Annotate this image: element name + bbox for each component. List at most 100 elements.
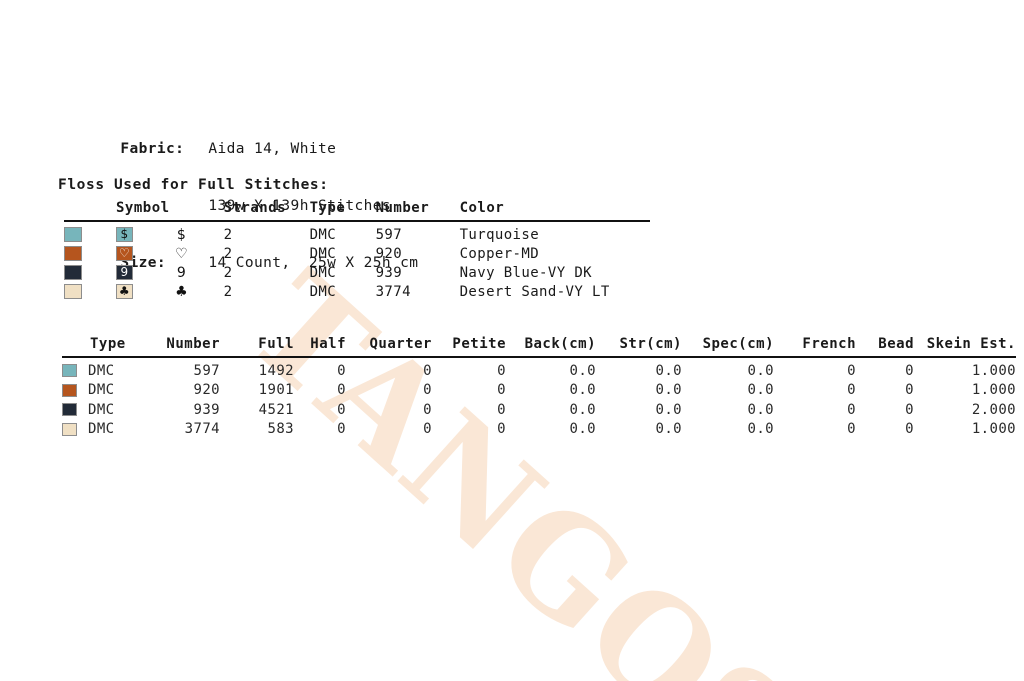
stitches-value: 139w X 139h Stitches xyxy=(208,198,391,214)
summary-col-bead: Bead xyxy=(878,335,914,352)
floss-symbol-cell: $ xyxy=(116,221,170,244)
floss-strands-value: 2 xyxy=(223,226,233,243)
color-swatch xyxy=(64,246,82,261)
summary-full-value: 1901 xyxy=(258,382,294,399)
nine-symbol-icon: 9 xyxy=(116,265,133,280)
floss-number-value: 3774 xyxy=(375,283,411,300)
summary-number-value: 3774 xyxy=(184,421,220,438)
summary-half-value: 0 xyxy=(337,421,346,438)
table-row: DMC 597 1492 0 0 0 0.0 0.0 0.0 0 0 1.000 xyxy=(62,357,1016,381)
summary-swatch-cell xyxy=(62,420,88,440)
summary-half-value: 0 xyxy=(337,362,346,379)
summary-back-value: 0.0 xyxy=(569,382,596,399)
summary-french-value: 0 xyxy=(847,421,856,438)
floss-col-strands: Strands xyxy=(223,200,287,216)
summary-petite-value: 0 xyxy=(497,401,506,418)
summary-col-number: Number xyxy=(166,335,220,352)
summary-type-value: DMC xyxy=(88,382,115,399)
summary-table-head: Type Number Full Half Quarter Petite Bac… xyxy=(62,333,1016,357)
table-row: DMC 939 4521 0 0 0 0.0 0.0 0.0 0 0 2.000 xyxy=(62,400,1016,420)
size-value: 14 Count, 25w X 25h cm xyxy=(208,255,419,271)
floss-number-value: 597 xyxy=(375,226,403,243)
summary-bead-value: 0 xyxy=(905,362,914,379)
fabric-value: Aida 14, White xyxy=(208,141,337,157)
floss-strands-value: 2 xyxy=(223,264,233,281)
color-swatch xyxy=(64,265,82,280)
summary-col-spec: Spec(cm) xyxy=(702,335,774,352)
floss-col-color: Color xyxy=(459,200,505,216)
table-row: DMC 3774 583 0 0 0 0.0 0.0 0.0 0 0 1.000 xyxy=(62,420,1016,440)
floss-symbol-cell: 9 xyxy=(116,263,170,282)
floss-color-value: Desert Sand-VY LT xyxy=(459,283,610,300)
color-swatch xyxy=(62,422,77,436)
color-swatch xyxy=(62,403,77,417)
summary-col-swatch xyxy=(62,333,88,357)
summary-half-value: 0 xyxy=(337,382,346,399)
floss-type-value: DMC xyxy=(309,264,337,281)
summary-str-value: 0.0 xyxy=(655,382,682,399)
summary-col-french: French xyxy=(802,335,856,352)
summary-type-value: DMC xyxy=(88,401,115,418)
summary-spec-value: 0.0 xyxy=(747,362,774,379)
floss-strands-value: 2 xyxy=(223,245,233,262)
floss-type-value: DMC xyxy=(309,245,337,262)
summary-quarter-value: 0 xyxy=(423,401,432,418)
summary-french-value: 0 xyxy=(847,382,856,399)
summary-type-value: DMC xyxy=(88,421,115,438)
summary-col-full: Full xyxy=(258,335,294,352)
summary-number-value: 920 xyxy=(193,382,220,399)
stitches-row: 139w X 139h Stitches xyxy=(68,178,418,214)
summary-quarter-value: 0 xyxy=(423,382,432,399)
summary-quarter-value: 0 xyxy=(423,362,432,379)
summary-spec-value: 0.0 xyxy=(747,421,774,438)
floss-used-table: Symbol Strands Type Number Color $ $ 2 D… xyxy=(64,198,650,301)
floss-swatch-cell xyxy=(64,263,116,282)
summary-full-value: 583 xyxy=(267,421,294,438)
floss-swatch-cell xyxy=(64,221,116,244)
floss-strands-value: 2 xyxy=(223,283,233,300)
floss-swatch-cell xyxy=(64,282,116,301)
summary-skein-value: 1.000 xyxy=(971,382,1016,399)
floss-symbol-cell: ♣ xyxy=(116,282,170,301)
summary-number-value: 939 xyxy=(193,401,220,418)
summary-quarter-value: 0 xyxy=(423,421,432,438)
summary-half-value: 0 xyxy=(337,401,346,418)
summary-swatch-cell xyxy=(62,381,88,401)
floss-type-value: DMC xyxy=(309,283,337,300)
floss-col-symbol-glyph xyxy=(170,198,224,221)
floss-table-head: Symbol Strands Type Number Color xyxy=(64,198,650,221)
summary-full-value: 4521 xyxy=(258,401,294,418)
summary-col-type: Type xyxy=(90,335,126,352)
floss-col-swatch xyxy=(64,198,116,221)
summary-spec-value: 0.0 xyxy=(747,401,774,418)
club-trefoil-symbol-icon-plain: ♣ xyxy=(175,283,189,300)
dollar-symbol-icon: $ xyxy=(116,227,133,242)
summary-col-half: Half xyxy=(310,335,346,352)
summary-bead-value: 0 xyxy=(905,401,914,418)
summary-type-value: DMC xyxy=(88,362,115,379)
summary-swatch-cell xyxy=(62,357,88,381)
floss-number-value: 920 xyxy=(375,245,403,262)
floss-section-heading: Floss Used for Full Stitches: xyxy=(58,177,329,193)
summary-petite-value: 0 xyxy=(497,362,506,379)
floss-header-row: Symbol Strands Type Number Color xyxy=(64,198,650,221)
nine-symbol-icon-plain: 9 xyxy=(176,264,187,281)
summary-swatch-cell xyxy=(62,400,88,420)
summary-col-str: Str(cm) xyxy=(619,335,682,352)
floss-col-type: Type xyxy=(309,200,346,216)
summary-col-quarter: Quarter xyxy=(369,335,432,352)
summary-back-value: 0.0 xyxy=(569,362,596,379)
summary-col-petite: Petite xyxy=(452,335,506,352)
summary-skein-value: 1.000 xyxy=(971,362,1016,379)
summary-spec-value: 0.0 xyxy=(747,382,774,399)
summary-petite-value: 0 xyxy=(497,421,506,438)
summary-french-value: 0 xyxy=(847,362,856,379)
floss-col-number: Number xyxy=(375,200,430,216)
color-swatch xyxy=(62,364,77,378)
summary-number-value: 597 xyxy=(193,362,220,379)
heart-outline-symbol-icon: ♡ xyxy=(116,246,133,261)
summary-col-skein: Skein Est. xyxy=(926,335,1016,352)
summary-str-value: 0.0 xyxy=(655,421,682,438)
summary-bead-value: 0 xyxy=(905,382,914,399)
color-swatch xyxy=(64,284,82,299)
